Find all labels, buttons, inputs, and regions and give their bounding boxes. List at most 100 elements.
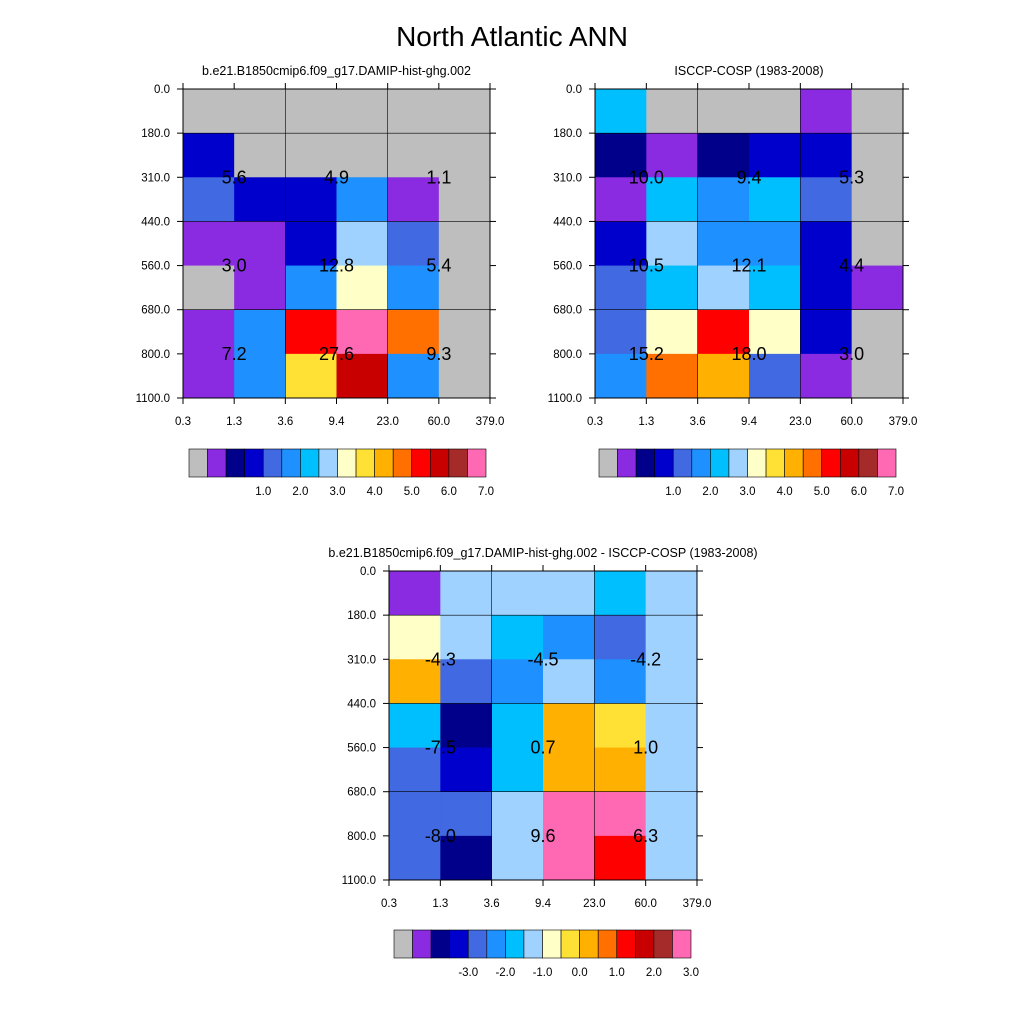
panel-1-cell-r7-c1 [183,353,235,399]
panel-1-cell-r4-c2 [234,221,286,267]
panel-2-cell-r5-c5 [800,265,853,311]
panel-3-cell-r7-c2 [440,835,493,881]
panel-3-box-value-r3-c2: 9.6 [530,826,555,846]
panel-3-cell-r5-c5 [594,747,647,793]
panel-1-cell-r5-c2 [234,265,286,311]
panel-3-colorbar-swatch-14 [635,929,655,959]
panel-2-cell-r4-c1 [595,221,647,267]
panel-1-cell-r5-c4 [336,265,389,311]
panel-1-cell-r6-c5 [387,309,440,355]
panel-1-cell-r3-c4 [336,177,389,222]
panel-3-colorbar-swatch-2 [412,929,432,959]
panel-2-colorbar-swatch-10 [765,448,785,478]
panel-3-cell-r1-c1 [389,571,441,616]
panel-3-xtick-label: 0.3 [381,898,397,910]
panel-2-xtick-label: 0.3 [587,416,603,428]
panel-2-cell-r1-c1 [595,89,647,134]
panel-1-colorbar-label: 6.0 [441,486,457,498]
panel-2-box-value-r1-c1: 10.0 [629,167,664,187]
panel-1-ytick-label: 440.0 [141,216,170,228]
panel-1-colorbar-swatch-15 [448,448,468,478]
panel-3-box-value-r3-c3: 6.3 [633,826,658,846]
panel-2-cell-r5-c2 [646,265,699,311]
panel-1-ytick-label: 800.0 [141,349,170,361]
panel-3-colorbar-swatch-6 [486,929,506,959]
panel-2-cell-r7-c2 [646,353,699,399]
panel-2-cell-r6-c2 [646,309,699,355]
panel-1-colorbar-swatch-8 [318,448,338,478]
panel-1-cell-r7-c4 [336,353,389,399]
panel-2-cell-r6-c6 [851,309,904,355]
panel-2-ytick-label: 180.0 [553,128,582,140]
panel-2-ytick-label: 560.0 [553,261,582,273]
panel-2-ytick-label: 680.0 [553,305,582,317]
panel-2-colorbar-swatch-4 [654,448,674,478]
panel-2-cell-r5-c3 [697,265,750,311]
panel-2-cell-r1-c4 [749,89,801,134]
panel-2-cell-r4-c6 [851,221,904,267]
panel-1-cell-r2-c6 [438,133,491,178]
panel-3-cell-r2-c3 [491,615,544,660]
panel-1-cell-r6-c3 [285,309,337,355]
panel-1-ytick-label: 180.0 [141,128,170,140]
panel-2-colorbar-swatch-9 [747,448,767,478]
panel-2-xtick-label: 9.4 [741,416,758,428]
panel-2-box-value-r2-c1: 10.5 [629,256,664,276]
panel-2-cell-r2-c5 [800,133,853,178]
panel-2-colorbar-swatch-5 [672,448,693,478]
panel-2-colorbar-swatch-11 [784,448,804,478]
panel-3-xtick-label: 1.3 [432,898,448,910]
panel-2-cell-r7-c3 [697,353,750,399]
panel-1-ytick-label: 1100.0 [136,393,170,405]
panel-3-ytick-label: 680.0 [347,787,376,799]
panel-3-colorbar-label: 3.0 [683,967,699,979]
panel-1-box-value-r2-c3: 5.4 [426,256,451,276]
panel-2-cell-r7-c1 [595,353,647,399]
panel-3-cell-r4-c1 [389,703,441,749]
panel-2-colorbar-label: 3.0 [740,486,756,498]
panel-2-ytick-label: 0.0 [566,84,582,96]
panel-1-colorbar-label: 3.0 [330,486,346,498]
panel-2-cell-r2-c2 [646,133,699,178]
panel-1-cell-r2-c2 [234,133,286,178]
panel-2-cell-r1-c5 [800,89,853,134]
panel-1-cell-r5-c1 [183,265,235,311]
panel-1-colorbar-swatch-14 [430,448,450,478]
panel-2-cell-r6-c1 [595,309,647,355]
panel-1-cell-r4-c3 [285,221,337,267]
panel-1-cell-r6-c6 [438,309,491,355]
panel-3-cell-r5-c3 [491,747,544,793]
panel-2-colorbar-label: 6.0 [851,486,867,498]
panel-1-colorbar-swatch-3 [225,448,245,478]
panel-2-colorbar-label: 7.0 [888,486,904,498]
panel-2-ytick-label: 440.0 [553,216,582,228]
panel-1-title: b.e21.B1850cmip6.f09_g17.DAMIP-hist-ghg.… [202,64,471,78]
panel-2-cell-r3-c2 [646,177,699,222]
panel-1-colorbar-swatch-16 [467,448,487,478]
panel-2-cell-r2-c6 [851,133,904,178]
panel-1-colorbar-swatch-11 [374,448,394,478]
panel-3-ytick-label: 800.0 [347,831,376,843]
panel-1-cell-r5-c5 [387,265,440,311]
panel-2-box-value-r2-c3: 4.4 [839,256,864,276]
panel-1-cell-r1-c1 [183,89,235,134]
panel-1-box-value-r1-c3: 1.1 [426,167,451,187]
panel-3-colorbar-swatch-1 [393,929,413,959]
panel-1-box-value-r1-c1: 5.6 [222,167,247,187]
panel-1-colorbar-swatch-13 [411,448,431,478]
panel-2-colorbar-swatch-14 [840,448,860,478]
panel-2-cell-r6-c3 [697,309,750,355]
panel-1-ytick-label: 560.0 [141,261,170,273]
panel-3-cell-r6-c5 [594,791,647,837]
panel-2-colorbar-label: 4.0 [777,486,793,498]
panel-1-cell-r7-c5 [387,353,440,399]
panel-3-cell-r1-c6 [645,571,698,616]
panel-2-cell-r5-c4 [749,265,801,311]
panel-3-colorbar-swatch-15 [653,929,673,959]
panel-3-box-value-r2-c3: 1.0 [633,738,658,758]
panel-2-colorbar-swatch-16 [877,448,897,478]
panel-3-xtick-label: 3.6 [484,898,500,910]
panel-3-cell-r4-c2 [440,703,493,749]
panel-3-cell-r5-c2 [440,747,493,793]
